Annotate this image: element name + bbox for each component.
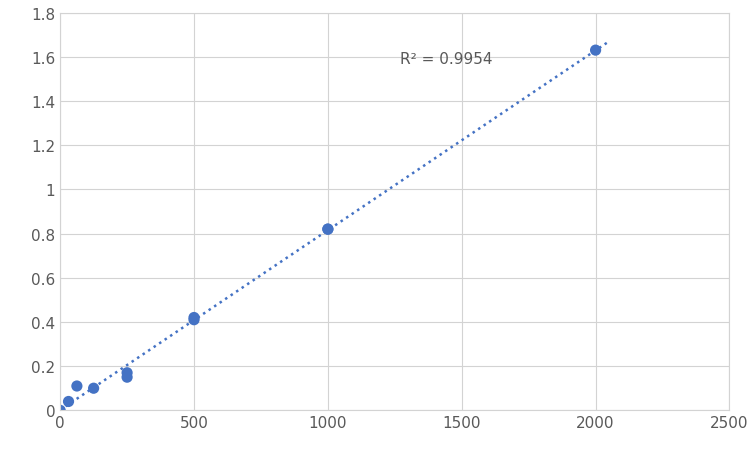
Point	[87, 385, 99, 392]
Point	[590, 47, 602, 55]
Point	[62, 398, 74, 405]
Point	[121, 374, 133, 381]
Text: R² = 0.9954: R² = 0.9954	[400, 52, 493, 67]
Point	[188, 314, 200, 322]
Point	[54, 407, 66, 414]
Point	[322, 226, 334, 233]
Point	[121, 369, 133, 377]
Point	[322, 226, 334, 233]
Point	[71, 382, 83, 390]
Point	[188, 317, 200, 324]
